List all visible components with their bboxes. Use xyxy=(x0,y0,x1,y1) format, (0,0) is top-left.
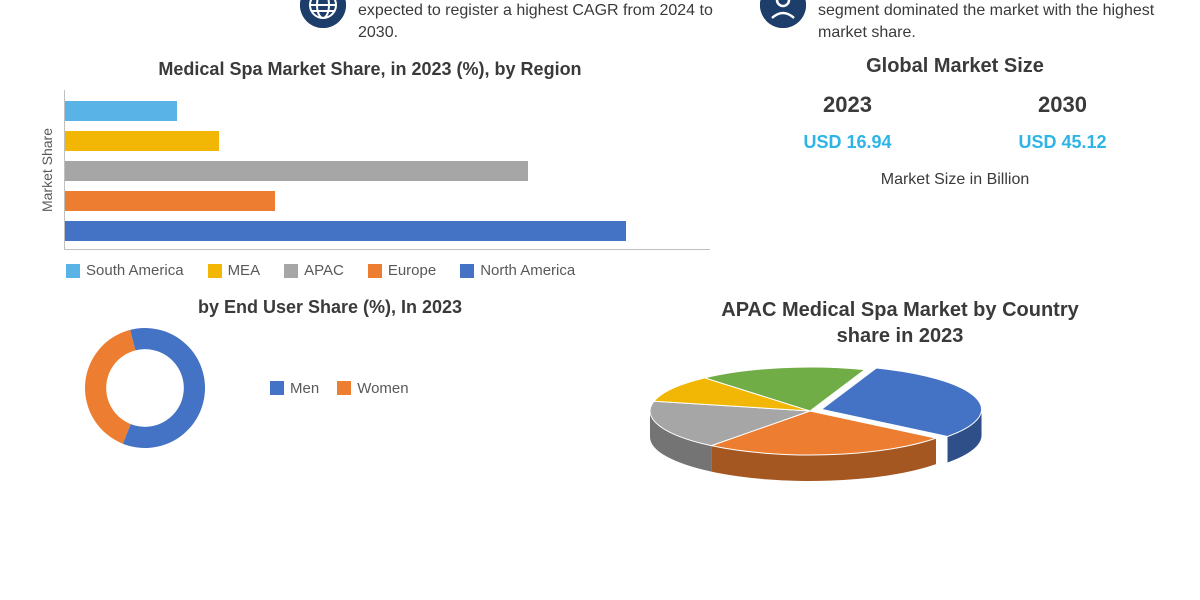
global-market-size: Global Market Size 2023USD 16.942030USD … xyxy=(710,59,1170,279)
bar-row xyxy=(65,156,710,186)
legend-item: Men xyxy=(270,380,319,397)
donut-legend: Men Women xyxy=(270,380,409,397)
gms-value: USD 45.12 xyxy=(1018,132,1106,153)
user-icon xyxy=(760,0,806,28)
top-blurbs-row: expected to register a highest CAGR from… xyxy=(0,0,1200,51)
donut-area: Men Women xyxy=(30,328,630,448)
donut-legend-row: Men Women xyxy=(270,380,409,397)
top-right-blurb: segment dominated the market with the hi… xyxy=(720,0,1180,43)
bar-chart-ylabel: Market Share xyxy=(39,128,55,212)
donut-svg xyxy=(60,328,230,448)
gms-caption: Market Size in Billion xyxy=(740,171,1170,189)
donut-title: by End User Share (%), In 2023 xyxy=(30,297,630,318)
legend-swatch xyxy=(460,264,474,278)
bar-chart-title: Medical Spa Market Share, in 2023 (%), b… xyxy=(30,59,710,80)
bottom-row: by End User Share (%), In 2023 MenWomen … xyxy=(0,279,1200,498)
legend-label: APAC xyxy=(304,262,344,279)
legend-swatch xyxy=(337,381,351,395)
legend-label: North America xyxy=(480,262,575,279)
bar-mea xyxy=(65,131,219,151)
bar-chart-plot xyxy=(64,90,710,250)
top-left-text: expected to register a highest CAGR from… xyxy=(358,0,720,43)
gms-column: 2030 USD 45.12 xyxy=(1018,92,1106,153)
legend-label: South America xyxy=(86,262,184,279)
mid-row: Medical Spa Market Share, in 2023 (%), b… xyxy=(0,51,1200,279)
legend-swatch xyxy=(66,264,80,278)
bar-chart-body: Market Share xyxy=(30,90,710,250)
top-left-blurb: expected to register a highest CAGR from… xyxy=(20,0,720,43)
legend-label: Europe xyxy=(388,262,436,279)
bar-north-america xyxy=(65,221,626,241)
legend-swatch xyxy=(208,264,222,278)
legend-item: North America xyxy=(460,262,575,279)
gms-year: 2030 xyxy=(1018,92,1106,118)
donut-chart: by End User Share (%), In 2023 Men Women xyxy=(30,297,630,498)
bar-chart-yaxis: Market Share xyxy=(30,90,64,250)
bar-row xyxy=(65,96,710,126)
bar-row xyxy=(65,216,710,246)
top-right-text: segment dominated the market with the hi… xyxy=(818,0,1180,43)
bar-chart-legend: South America MEA APAC Europe North America xyxy=(30,250,710,279)
legend-swatch xyxy=(368,264,382,278)
legend-item: APAC xyxy=(284,262,344,279)
globe-icon xyxy=(300,0,346,28)
legend-item: MEA xyxy=(208,262,261,279)
bar-south-america xyxy=(65,101,177,121)
donut-slice-men xyxy=(123,328,205,448)
legend-label: Men xyxy=(290,380,319,397)
bar-row xyxy=(65,186,710,216)
donut-slice-women xyxy=(85,330,135,444)
gms-year: 2023 xyxy=(803,92,891,118)
gms-title: Global Market Size xyxy=(740,55,1170,78)
legend-label: MEA xyxy=(228,262,261,279)
bar-apac xyxy=(65,161,528,181)
gms-column: 2023 USD 16.94 xyxy=(803,92,891,153)
pie3d-svg xyxy=(630,357,990,493)
legend-item: South America xyxy=(66,262,184,279)
legend-swatch xyxy=(270,381,284,395)
pie3d-chart: APAC Medical Spa Market by Country share… xyxy=(630,297,1170,498)
bar-europe xyxy=(65,191,275,211)
gms-columns: 2023 USD 16.94 2030 USD 45.12 xyxy=(740,92,1170,153)
bar-row xyxy=(65,126,710,156)
pie3d-title: APAC Medical Spa Market by Country share… xyxy=(720,297,1080,349)
legend-label: Women xyxy=(357,380,408,397)
legend-item: Women xyxy=(337,380,408,397)
gms-value: USD 16.94 xyxy=(803,132,891,153)
bar-chart: Medical Spa Market Share, in 2023 (%), b… xyxy=(30,59,710,279)
legend-item: Europe xyxy=(368,262,436,279)
legend-swatch xyxy=(284,264,298,278)
